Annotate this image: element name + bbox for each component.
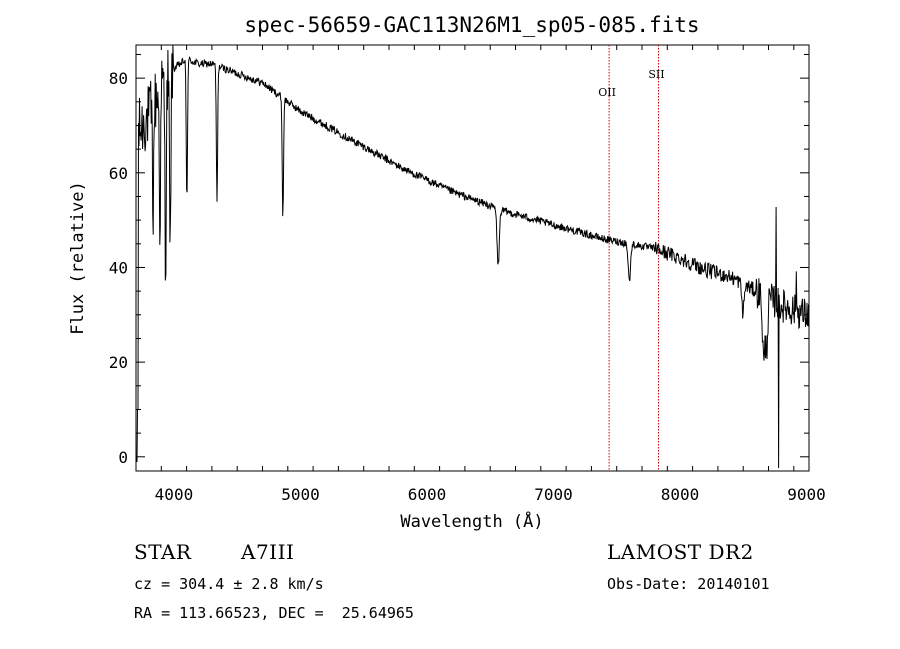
y-tick-label: 80 bbox=[109, 69, 128, 88]
y-tick-label: 20 bbox=[109, 353, 128, 372]
x-tick-label: 7000 bbox=[534, 485, 573, 504]
coordinates: RA = 113.66523, DEC = 25.64965 bbox=[134, 604, 414, 622]
survey-name: LAMOST DR2 bbox=[607, 540, 754, 564]
x-tick-label: 6000 bbox=[408, 485, 447, 504]
y-axis-ticks: 0 20 40 60 80 bbox=[109, 53, 809, 467]
reference-lines: OII SII bbox=[598, 45, 665, 471]
y-axis-label: Flux (relative) bbox=[68, 181, 88, 335]
x-axis-label: Wavelength (Å) bbox=[400, 510, 543, 532]
y-tick-label: 40 bbox=[109, 258, 128, 277]
x-tick-label: 8000 bbox=[661, 485, 700, 504]
y-tick-label: 0 bbox=[118, 448, 128, 467]
object-subclass: A7III bbox=[241, 540, 295, 564]
x-tick-label: 9000 bbox=[787, 485, 826, 504]
x-tick-label: 4000 bbox=[155, 485, 194, 504]
chart-title: spec-56659-GAC113N26M1_sp05-085.fits bbox=[244, 13, 699, 37]
x-axis-ticks: 4000 5000 6000 7000 8000 9000 bbox=[135, 45, 826, 504]
reference-label-oii: OII bbox=[598, 86, 616, 99]
x-tick-label: 5000 bbox=[281, 485, 320, 504]
reference-label-sii: SII bbox=[648, 68, 664, 81]
spectrum-line bbox=[136, 44, 810, 469]
redshift-velocity: cz = 304.4 ± 2.8 km/s bbox=[134, 575, 324, 593]
y-tick-label: 60 bbox=[109, 164, 128, 183]
object-type: STAR bbox=[134, 540, 192, 564]
plot-frame bbox=[135, 44, 810, 472]
observation-date: Obs-Date: 20140101 bbox=[607, 575, 770, 593]
